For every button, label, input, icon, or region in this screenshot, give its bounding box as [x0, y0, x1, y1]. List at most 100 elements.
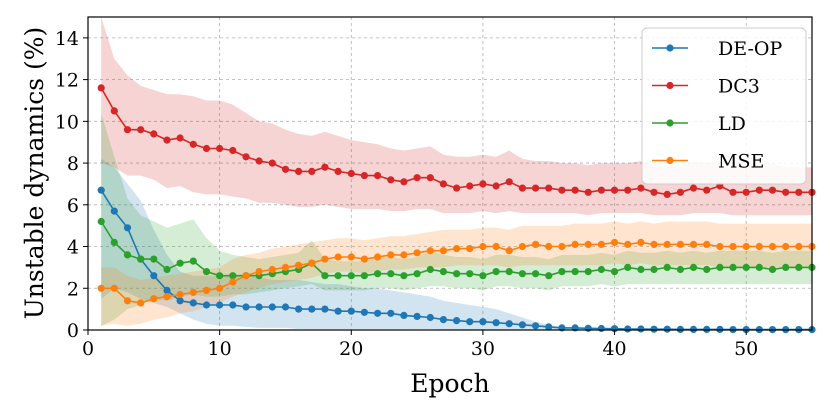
y-tick-label: 0: [67, 320, 79, 342]
de-op-point: [413, 312, 421, 320]
de-op-point: [281, 303, 290, 311]
dc3-point: [163, 136, 171, 144]
x-tick-label: 0: [82, 338, 94, 360]
dc3-point: [202, 144, 211, 153]
mse-point: [176, 290, 184, 299]
de-op-point: [518, 321, 527, 329]
mse-point: [689, 240, 698, 248]
de-op-point: [242, 303, 250, 311]
y-axis-label: Unstable dynamics (%): [20, 27, 49, 320]
ld-point: [439, 268, 447, 276]
ld-point: [795, 263, 803, 271]
mse-point: [413, 249, 421, 257]
de-op-point: [360, 308, 368, 316]
mse-point: [492, 242, 500, 251]
de-op-point: [439, 316, 447, 324]
de-op-point: [268, 303, 276, 311]
mse-point: [466, 245, 474, 253]
de-op-point: [374, 309, 382, 317]
dc3-point: [321, 163, 329, 171]
legend: DE-OP DC3 LD MSE: [641, 27, 807, 185]
dc3-point: [610, 186, 619, 194]
mse-point: [268, 265, 276, 274]
mse-point: [518, 242, 527, 251]
ld-point: [229, 272, 237, 280]
dc3-point: [518, 184, 527, 192]
de-op-point: [400, 311, 408, 319]
ld-point: [374, 270, 382, 278]
de-op-point: [597, 324, 606, 333]
de-op-point: [453, 317, 461, 325]
mse-point: [650, 240, 658, 248]
dc3-point: [742, 188, 750, 196]
ld-point: [426, 265, 434, 274]
de-op-point: [216, 301, 224, 309]
dc3-point: [189, 140, 197, 148]
dc3-point: [492, 182, 500, 190]
dc3-point: [308, 167, 316, 175]
x-tick-label: 40: [602, 338, 626, 360]
de-op-point: [295, 305, 303, 313]
ld-point: [97, 217, 105, 226]
ld-point: [413, 270, 421, 278]
de-op-band: [101, 158, 812, 330]
dc3-point: [426, 174, 434, 182]
dc3-point: [216, 144, 224, 153]
de-op-point: [545, 323, 553, 331]
mse-point: [584, 240, 592, 248]
de-op-point: [176, 297, 184, 305]
plot-frame: [87, 16, 813, 331]
ld-point: [571, 268, 579, 276]
mse-point: [426, 247, 434, 255]
mse-point: [729, 242, 737, 251]
dc3-point: [97, 84, 105, 92]
mse-point: [150, 295, 158, 303]
dc3-point: [242, 153, 250, 161]
ld-point: [150, 255, 158, 263]
de-op-point: [334, 307, 342, 315]
de-op-point: [255, 303, 263, 311]
dc3-point: [795, 188, 803, 196]
ld-point: [334, 272, 342, 280]
mse-point: [334, 253, 342, 261]
dc3-point: [334, 167, 342, 175]
x-axis-ticks: 0 10 20 30 40 50: [82, 330, 758, 360]
de-op-point: [123, 224, 132, 232]
ld-point: [729, 263, 737, 271]
ld-point: [505, 268, 513, 276]
dc3-point: [360, 172, 368, 180]
ld-point: [137, 255, 145, 263]
de-op-point: [505, 320, 513, 328]
dc3-point: [413, 174, 421, 182]
mse-point: [637, 238, 645, 246]
y-axis-ticks: 0 2 4 6 8 10 12 14: [55, 28, 88, 342]
legend-marker-dc3: [666, 81, 674, 90]
ld-point: [663, 263, 671, 271]
mse-point: [255, 268, 263, 276]
dc3-point: [558, 186, 566, 194]
mse-point: [360, 255, 368, 263]
dc3-point: [281, 165, 290, 173]
de-op-point: [532, 322, 540, 330]
dc3-point: [123, 126, 132, 134]
ld-point: [610, 268, 619, 276]
legend-marker-de-op: [666, 44, 674, 52]
legend-box: [641, 27, 807, 185]
ld-point: [584, 268, 592, 276]
ld-point: [321, 272, 329, 280]
mse-point: [321, 255, 329, 263]
mse-point: [597, 240, 606, 248]
de-op-point: [466, 318, 474, 326]
ld-point: [360, 272, 368, 280]
mse-point: [439, 247, 447, 255]
ld-point: [558, 268, 566, 276]
mse-point: [716, 242, 724, 251]
dc3-point: [597, 186, 606, 194]
x-tick-label: 50: [734, 338, 758, 360]
mse-point: [242, 272, 250, 280]
mse-point: [782, 242, 790, 251]
ld-point: [479, 272, 487, 280]
dc3-point: [110, 107, 118, 115]
dc3-point: [137, 126, 145, 134]
dc3-point: [268, 159, 276, 167]
